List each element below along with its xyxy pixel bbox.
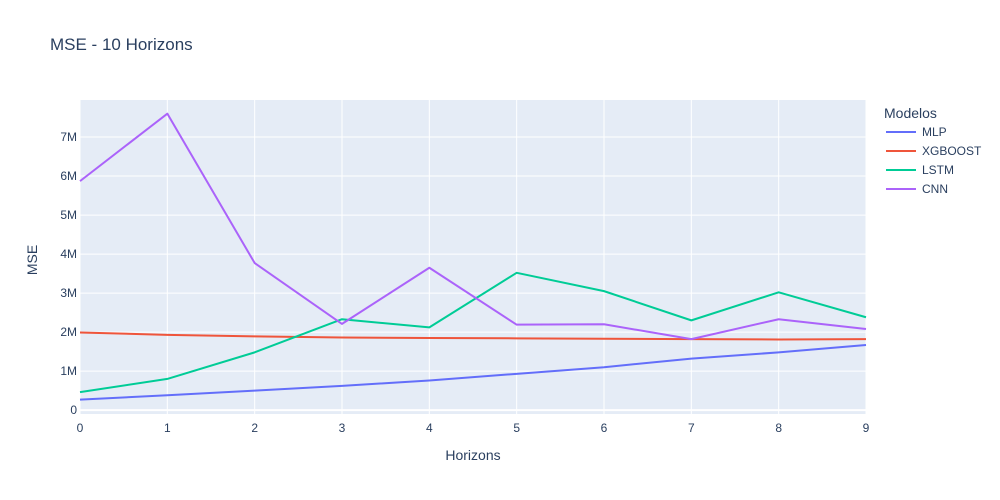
x-tick-label: 1 [164,421,171,435]
legend: Modelos MLP XGBOOST LSTM CNN [884,105,982,196]
y-tick-label: 3M [60,286,77,300]
x-tick-label: 5 [513,421,520,435]
y-tick-label: 2M [60,325,77,339]
x-tick-label: 3 [339,421,346,435]
legend-label-cnn: CNN [922,182,948,196]
series-line-xgboost [79,331,867,341]
x-tick-label: 0 [77,421,84,435]
series-lines [79,112,867,401]
y-tick-label: 1M [60,364,77,378]
chart-title: MSE - 10 Horizons [50,35,193,54]
x-tick-label: 2 [251,421,258,435]
series-line-cnn [79,112,867,341]
legend-title: Modelos [884,105,937,121]
x-tick-label: 8 [775,421,782,435]
y-tick-label: 5M [60,208,77,222]
plot-area [80,100,866,414]
y-tick-label: 0 [70,403,77,417]
y-axis-title: MSE [24,245,40,275]
y-tick-label: 6M [60,169,77,183]
x-tick-label: 4 [426,421,433,435]
x-axis-title: Horizons [445,447,500,463]
x-axis-ticks: 0 1 2 3 4 5 6 7 8 9 [77,421,870,435]
y-tick-label: 7M [60,130,77,144]
legend-label-xgboost: XGBOOST [922,144,982,158]
x-tick-label: 6 [601,421,608,435]
legend-label-mlp: MLP [922,125,947,139]
y-axis-ticks: 0 1M 2M 3M 4M 5M 6M 7M [60,130,77,417]
grid-lines [79,100,867,414]
x-tick-label: 9 [863,421,870,435]
legend-label-lstm: LSTM [922,163,954,177]
series-line-mlp [79,343,867,401]
series-line-lstm [79,271,867,394]
x-tick-label: 7 [688,421,695,435]
y-tick-label: 4M [60,247,77,261]
